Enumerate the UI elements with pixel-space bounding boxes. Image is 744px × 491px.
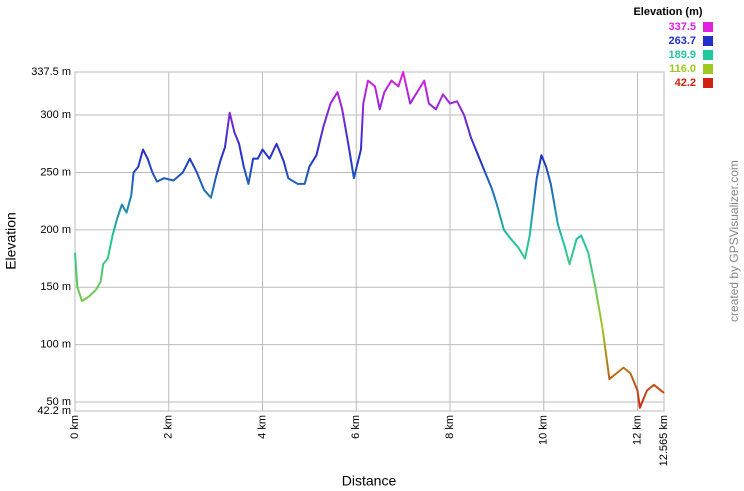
legend-label: 42.2 bbox=[675, 77, 696, 89]
y-tick-label: 100 m bbox=[40, 339, 71, 351]
x-tick-label: 8 km bbox=[444, 415, 456, 439]
legend-swatch bbox=[703, 78, 713, 88]
legend-swatch bbox=[703, 50, 713, 60]
legend-swatch bbox=[703, 64, 713, 74]
y-tick-label: 200 m bbox=[40, 224, 71, 236]
plot-area bbox=[74, 71, 665, 412]
legend-title: Elevation (m) bbox=[633, 6, 702, 18]
watermark: created by GPSVisualizer.com bbox=[727, 160, 741, 322]
y-tick-label: 300 m bbox=[40, 109, 71, 121]
y-tick-label: 50 m bbox=[47, 396, 71, 408]
elevation-line bbox=[74, 71, 665, 409]
y-axis-label: Elevation bbox=[3, 212, 19, 270]
legend-swatch bbox=[703, 22, 713, 32]
legend-label: 116.0 bbox=[669, 63, 696, 75]
x-tick-label: 10 km bbox=[538, 415, 550, 445]
x-tick-label: 12 km bbox=[631, 415, 643, 445]
x-tick-label: 6 km bbox=[350, 415, 362, 439]
legend-label: 189.9 bbox=[668, 49, 696, 61]
legend-swatch bbox=[703, 36, 713, 46]
y-tick-label: 150 m bbox=[40, 281, 71, 293]
x-tick-label: 12.565 km bbox=[658, 415, 670, 466]
x-tick-label: 0 km bbox=[69, 415, 81, 439]
x-tick-label: 4 km bbox=[256, 415, 268, 439]
legend-label: 263.7 bbox=[668, 35, 696, 47]
x-axis-label: Distance bbox=[342, 473, 397, 489]
x-tick-label: 2 km bbox=[163, 415, 175, 439]
legend-label: 337.5 bbox=[668, 21, 696, 33]
y-tick-label: 250 m bbox=[40, 166, 71, 178]
y-tick-label: 337.5 m bbox=[31, 66, 71, 78]
y-tick-label: 42.2 m bbox=[37, 405, 71, 417]
